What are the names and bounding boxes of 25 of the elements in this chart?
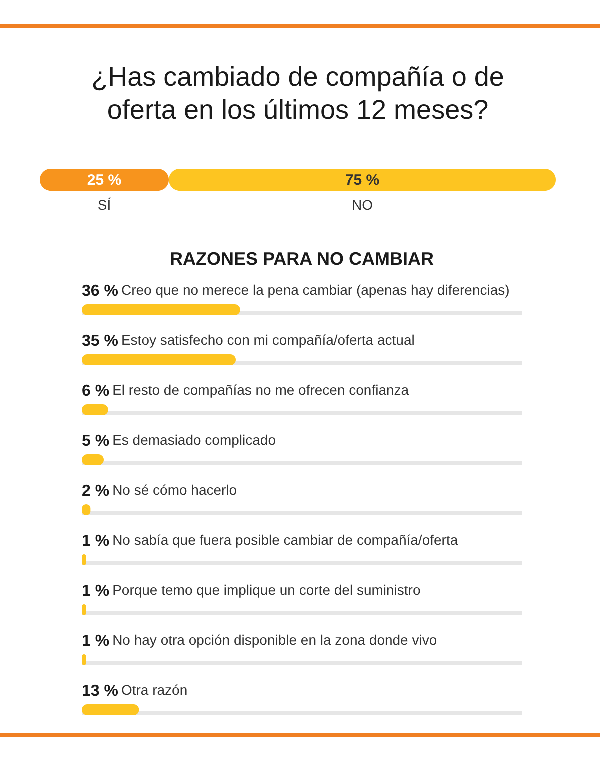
- category-label: Es demasiado complicado: [112, 432, 276, 448]
- category-label: Porque temo que implique un corte del suministro: [112, 582, 421, 598]
- data-label: 36 %: [82, 283, 118, 300]
- data-label: 1 %: [82, 533, 110, 550]
- data-label: 6 %: [82, 383, 110, 400]
- data-label: 13 %: [82, 683, 118, 700]
- chart-title: RAZONES PARA NO CAMBIAR: [170, 249, 434, 269]
- data-label: 75 %: [345, 172, 380, 189]
- category-label: Estoy satisfecho con mi compañía/oferta actual: [121, 332, 415, 348]
- data-label: 35 %: [82, 333, 118, 350]
- category-label: Otra razón: [121, 682, 188, 698]
- chart-title: ¿Has cambiado de compañía o de oferta en los últimos 12 meses?: [92, 62, 504, 125]
- data-label: 1 %: [82, 583, 110, 600]
- category-label: No sabía que fuera posible cambiar de compañía/oferta: [112, 532, 458, 548]
- category-label: Creo que no merece la pena cambiar (apenas hay diferencias): [121, 282, 510, 298]
- series-label: NO: [352, 197, 374, 213]
- category-label: El resto de compañías no me ofrecen confianza: [112, 382, 410, 398]
- category-label: No sé cómo hacerlo: [112, 482, 238, 498]
- data-label: 25 %: [87, 172, 122, 189]
- category-label: No hay otra opción disponible en la zona donde vivo: [112, 632, 438, 648]
- bar: [82, 704, 140, 716]
- series-label: SÍ: [98, 197, 112, 213]
- data-label: 1 %: [82, 633, 110, 650]
- data-label: 5 %: [82, 433, 110, 450]
- data-label: 2 %: [82, 483, 110, 500]
